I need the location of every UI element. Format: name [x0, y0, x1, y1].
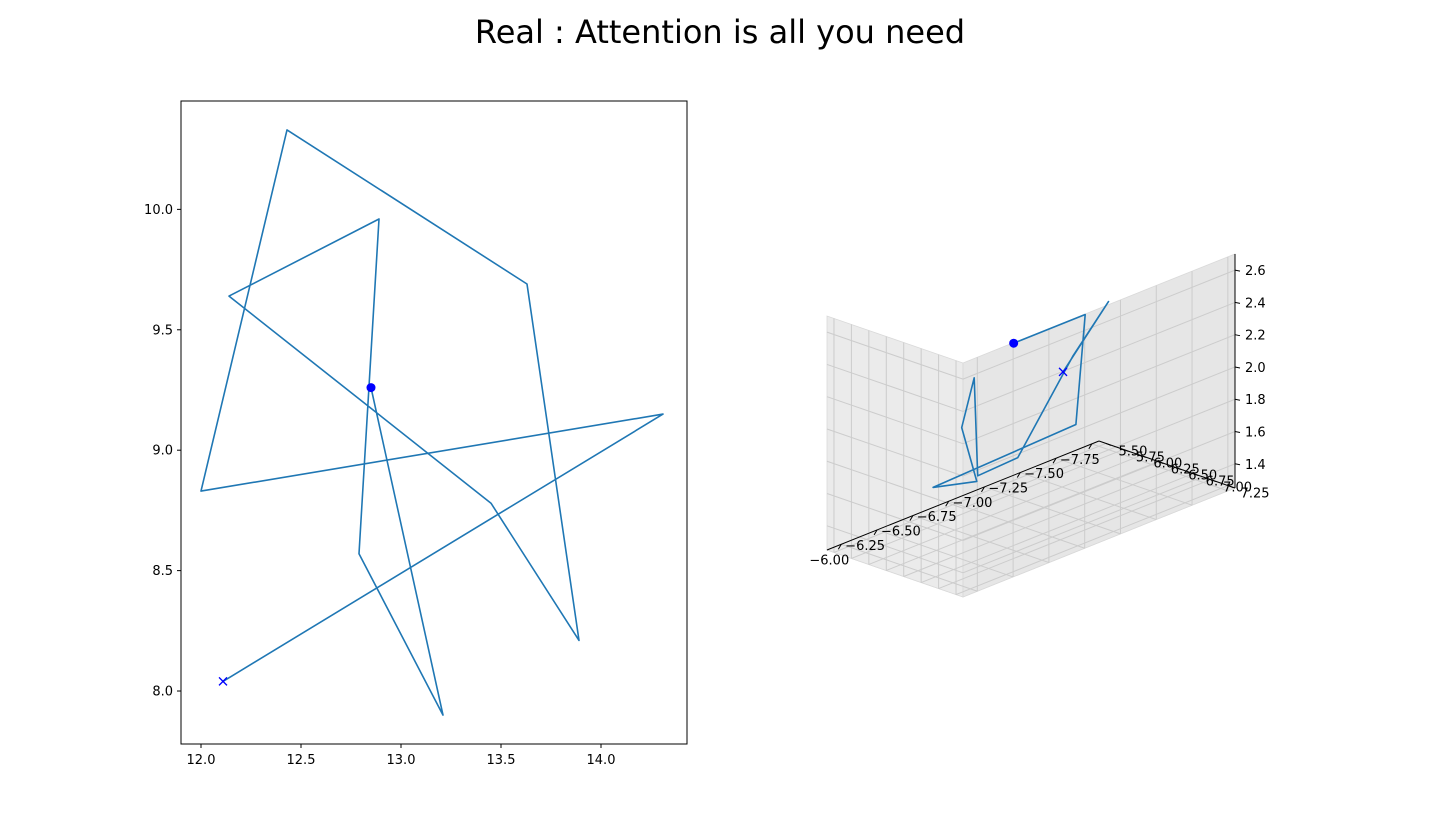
- z-tick-label: 2.0: [1245, 361, 1266, 376]
- start-marker: [218, 676, 228, 686]
- z-tick-label: 1.4: [1245, 458, 1266, 473]
- x-tick-mark: [837, 544, 842, 550]
- y-tick-mark: [1123, 448, 1129, 452]
- grid-line: [826, 396, 964, 445]
- y-tick-mark: [1158, 461, 1164, 464]
- grid-line: [876, 529, 1014, 578]
- axes-frame: [180, 100, 688, 745]
- y-tick-label: 6.00: [1153, 456, 1182, 471]
- y-tick-mark: [1227, 485, 1234, 489]
- x-tick-mark: [1016, 472, 1021, 478]
- y-tick-mark: [1175, 467, 1181, 470]
- x-tick-mark: [909, 515, 914, 521]
- z-tick-mark: [1234, 301, 1241, 304]
- series-line: [932, 300, 1110, 489]
- x-tick-mark: [945, 500, 950, 507]
- y-tick-label: 6.50: [1188, 469, 1217, 484]
- y-tick-label: 5.75: [1136, 450, 1165, 465]
- grid-line: [826, 460, 964, 509]
- grid-line: [826, 363, 964, 412]
- z-tick-label: 2.4: [1245, 296, 1266, 311]
- grid-line: [1091, 443, 1229, 492]
- end-marker: [366, 383, 376, 393]
- figure-title: Real : Attention is all you need: [475, 13, 965, 51]
- grid-line: [962, 398, 1236, 509]
- y-tick-label: 8.5: [152, 564, 173, 579]
- x-tick-label: −6.75: [917, 510, 957, 525]
- z-tick-label: 1.8: [1245, 393, 1266, 408]
- x-tick-label: 12.5: [287, 753, 316, 768]
- x-tick-label: −7.50: [1024, 467, 1064, 482]
- y-tick-mark: [1140, 454, 1147, 458]
- x-tick-label: 12.0: [187, 753, 216, 768]
- grid-line: [903, 467, 1176, 577]
- grid-line: [912, 515, 1050, 564]
- y-tick-label: 10.0: [144, 203, 173, 218]
- y-tick-label: 6.75: [1206, 475, 1235, 490]
- grid-line: [962, 269, 1236, 380]
- z-tick-mark: [1234, 269, 1241, 272]
- x-tick-label: 13.0: [387, 753, 416, 768]
- grid-line: [826, 428, 964, 477]
- grid-line: [948, 500, 1085, 549]
- grid-line: [833, 442, 1107, 553]
- grid-line: [1055, 457, 1193, 506]
- z-tick-mark: [1234, 366, 1241, 369]
- x-tick-label: 14.0: [587, 753, 616, 768]
- y-tick-label: 6.25: [1171, 462, 1200, 477]
- plot-3d: −7.75−7.50−7.25−7.00−6.75−6.50−6.25−6.00…: [809, 253, 1270, 598]
- series-line: [200, 129, 664, 716]
- z-tick-label: 2.2: [1245, 329, 1266, 344]
- grid-line: [841, 543, 978, 592]
- x-tick-label: −7.25: [988, 482, 1028, 497]
- y-axis-line: [826, 440, 1100, 551]
- y-tick-label: 5.50: [1118, 444, 1147, 459]
- z-tick-mark: [1234, 431, 1241, 434]
- z-tick-label: 1.6: [1245, 426, 1266, 441]
- y-tick-label: 9.0: [152, 444, 173, 459]
- start-marker: [1058, 367, 1068, 377]
- x-tick-mark: [1088, 443, 1093, 450]
- y-tick-mark: [1210, 479, 1216, 483]
- grid-line: [962, 366, 1236, 477]
- z-tick-label: 2.6: [1245, 264, 1266, 279]
- grid-line: [826, 331, 964, 380]
- grid-line: [962, 301, 1236, 412]
- x-tick-label: 13.5: [487, 753, 516, 768]
- y-tick-label: 9.5: [152, 323, 173, 338]
- x-tick-label: −7.00: [953, 496, 993, 511]
- grid-line: [868, 454, 1142, 565]
- grid-line: [955, 485, 1229, 596]
- y-tick-label: 7.00: [1223, 481, 1252, 496]
- z-tick-mark: [1234, 398, 1241, 401]
- y-tick-label: 7.25: [1241, 487, 1270, 502]
- grid-line: [962, 463, 1236, 574]
- grid-line: [826, 493, 964, 541]
- grid-line: [962, 431, 1236, 541]
- grid-line: [962, 334, 1236, 445]
- grid-line: [886, 461, 1159, 571]
- x-tick-mark: [1052, 457, 1057, 464]
- plot-2d: 12.0 12.5 13.0 13.5 14.0 8.0 8.5 9.0 9.5 10.0: [144, 100, 688, 768]
- grid-line: [938, 479, 1211, 590]
- grid-line: [851, 448, 1124, 559]
- grid-line: [920, 473, 1194, 584]
- x-tick-mark: [981, 486, 985, 493]
- end-marker: [1009, 338, 1019, 348]
- grid-line: [826, 525, 964, 574]
- y-tick-label: 8.0: [152, 685, 173, 700]
- y-tick-mark: [1105, 442, 1112, 446]
- grid-line: [1020, 472, 1157, 521]
- x-tick-label: −6.25: [845, 539, 885, 554]
- x-tick-label: −6.50: [881, 525, 921, 540]
- y-tick-mark: [1192, 473, 1199, 477]
- z-tick-mark: [1234, 334, 1241, 337]
- x-tick-label: −7.75: [1060, 453, 1100, 468]
- x-tick-mark: [873, 529, 878, 536]
- grid-line: [984, 486, 1121, 535]
- x-tick-label: −6.00: [809, 553, 849, 568]
- z-tick-mark: [1234, 463, 1241, 466]
